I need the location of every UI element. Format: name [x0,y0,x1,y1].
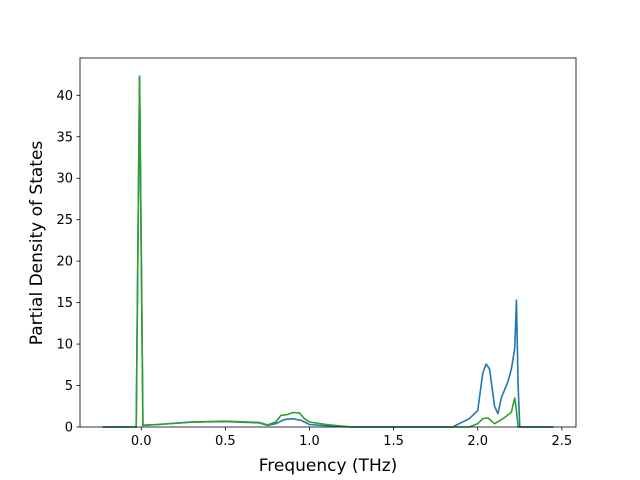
y-tick-label: 0 [65,421,73,436]
y-tick-label: 25 [56,213,73,228]
y-tick-label: 10 [56,338,73,353]
line-series [102,75,554,428]
x-tick-label: 2.0 [467,434,488,449]
y-tick-label: 30 [56,172,73,187]
x-tick-label: 2.5 [552,434,573,449]
x-tick-label: 1.5 [383,434,404,449]
y-tick-label: 15 [56,296,73,311]
y-axis-label: Partial Density of States [27,141,47,346]
y-tick-label: 5 [65,379,73,394]
x-tick-label: 0.0 [131,434,152,449]
y-tick-label: 40 [56,89,73,104]
x-tick-label: 0.5 [215,434,236,449]
y-tick-label: 35 [56,130,73,145]
x-tick-label: 1.0 [299,434,320,449]
plot-frame [79,57,577,428]
x-axis-label: Frequency (THz) [259,456,398,476]
line-series [102,75,554,428]
y-tick-label: 20 [56,255,73,270]
